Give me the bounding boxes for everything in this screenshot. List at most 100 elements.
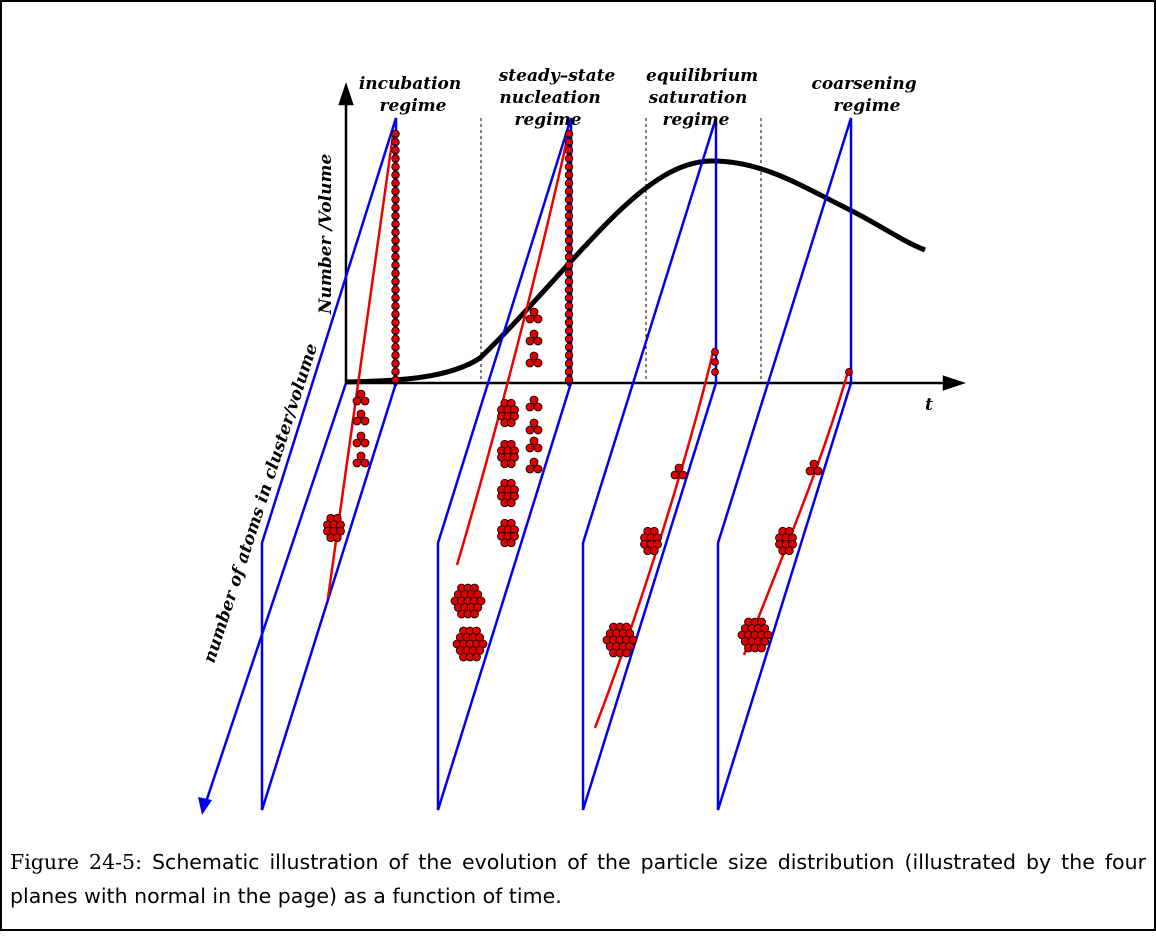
x-axis-arrow	[942, 375, 966, 391]
trimer-cluster	[525, 395, 543, 412]
medium-cluster	[775, 526, 797, 556]
label-saturation: equilibrium saturation regime	[646, 66, 764, 130]
atom	[360, 438, 370, 448]
atom	[472, 652, 481, 662]
atom	[649, 546, 659, 556]
label-saturation-line-1: equilibrium	[646, 66, 758, 86]
x-axis-label: t	[925, 395, 933, 415]
distribution-incubation	[326, 134, 395, 599]
atom	[360, 396, 370, 406]
trimer-cluster	[805, 459, 823, 476]
label-coarsening: coarsening regime	[811, 74, 922, 116]
medium-cluster	[497, 518, 519, 548]
distribution-nucleation	[455, 134, 570, 566]
atom	[352, 416, 362, 426]
depth-axis-line	[203, 382, 348, 806]
atom	[529, 457, 539, 467]
atom	[533, 336, 543, 346]
atom	[533, 314, 543, 324]
atom	[525, 425, 535, 435]
atom	[533, 425, 543, 435]
atom	[529, 436, 539, 446]
atom	[805, 466, 815, 476]
large-cluster	[737, 617, 773, 653]
monomer-dot	[711, 368, 719, 376]
trimer-cluster	[352, 431, 370, 448]
atom	[529, 395, 539, 405]
label-incubation: incubation regime	[359, 74, 467, 116]
atom	[529, 418, 539, 428]
large-cluster	[450, 583, 486, 619]
atom	[332, 533, 342, 543]
atom	[352, 438, 362, 448]
plane-saturation	[581, 117, 718, 811]
planes	[260, 117, 853, 811]
trimer-cluster	[670, 463, 688, 480]
atom	[356, 431, 366, 441]
trimer-cluster	[525, 418, 543, 435]
atom	[525, 358, 535, 368]
trimer-cluster	[525, 436, 543, 453]
number-density-curve	[345, 158, 926, 385]
caption-text: Schematic illustration of the evolution …	[10, 850, 1146, 908]
medium-cluster	[640, 526, 662, 556]
atom	[352, 458, 362, 468]
monomer-columns	[391, 129, 853, 387]
medium-cluster	[497, 478, 519, 508]
atom	[352, 396, 362, 406]
atom	[529, 307, 539, 317]
label-coarsening-line-2: regime	[834, 96, 901, 116]
trimer-cluster	[525, 307, 543, 324]
distribution-saturation	[593, 347, 716, 729]
atom	[360, 458, 370, 468]
trimer-cluster	[352, 389, 370, 406]
monomer-dot	[845, 368, 853, 376]
label-nucleation: steady–state nucleation regime	[498, 66, 622, 130]
atom	[678, 470, 688, 480]
label-nucleation-line-3: regime	[515, 110, 582, 130]
atom	[356, 409, 366, 419]
label-saturation-line-3: regime	[663, 110, 730, 130]
atom	[533, 358, 543, 368]
atom	[506, 498, 516, 508]
monomer-dot	[711, 348, 719, 356]
atom	[360, 416, 370, 426]
atom	[813, 466, 823, 476]
atom-clusters	[323, 307, 823, 662]
large-cluster	[452, 626, 488, 662]
atom	[356, 389, 366, 399]
atom	[470, 609, 479, 619]
atom	[506, 459, 516, 469]
atom	[809, 459, 819, 469]
atom	[525, 464, 535, 474]
trimer-cluster	[525, 351, 543, 368]
atom	[525, 336, 535, 346]
atom	[533, 464, 543, 474]
figure-number: Figure 24-5:	[10, 850, 143, 874]
medium-cluster	[497, 398, 519, 428]
atom	[533, 443, 543, 453]
distribution-coarsening	[742, 367, 851, 656]
atom	[525, 314, 535, 324]
atom	[533, 402, 543, 412]
monomer-dot-blue	[393, 382, 398, 387]
trimer-cluster	[352, 409, 370, 426]
size-distributions	[326, 134, 851, 729]
label-incubation-line-1: incubation	[359, 74, 461, 94]
label-incubation-line-2: regime	[380, 96, 447, 116]
regime-separators	[480, 118, 762, 384]
trimer-cluster	[525, 329, 543, 346]
label-nucleation-line-1: steady–state	[498, 66, 616, 86]
atom	[525, 443, 535, 453]
atom	[506, 538, 516, 548]
atom	[506, 418, 516, 428]
small-cluster	[323, 513, 345, 543]
atom	[529, 329, 539, 339]
atom	[670, 470, 680, 480]
atom	[356, 451, 366, 461]
atom	[529, 351, 539, 361]
monomer-dot	[711, 358, 719, 366]
